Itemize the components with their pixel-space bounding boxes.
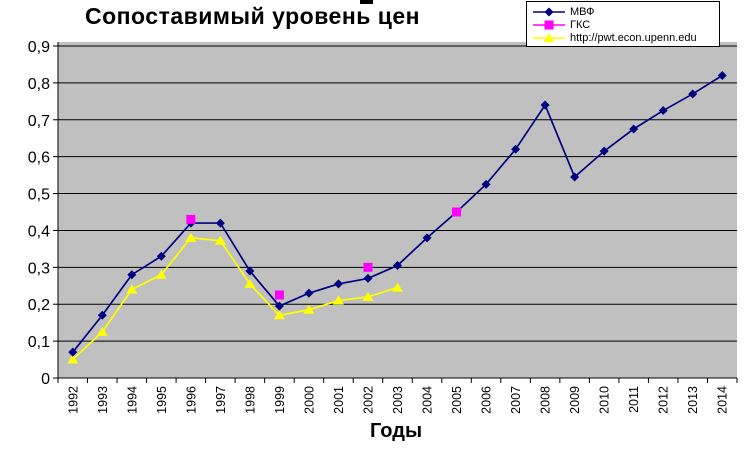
- y-tick-label: 0,9: [28, 39, 50, 56]
- x-tick-label: 2013: [686, 386, 700, 414]
- x-tick-label: 2008: [539, 386, 553, 414]
- data-point-pwt-triangle-marker-icon: [214, 235, 226, 245]
- legend: МВФ ГКС http://pwt.econ.upenn.edu: [526, 1, 720, 47]
- x-tick-label: 1995: [155, 386, 169, 414]
- legend-item-pwt: http://pwt.econ.upenn.edu: [532, 31, 714, 44]
- x-tick-label: 2006: [480, 386, 494, 414]
- legend-mvf-diamond-marker-icon: [544, 7, 554, 16]
- legend-label-mvf: МВФ: [570, 5, 595, 18]
- data-point-pwt-triangle-marker-icon: [67, 354, 79, 364]
- data-point-mvf-diamond-marker-icon: [570, 172, 580, 182]
- x-tick-label: 1999: [273, 386, 287, 414]
- data-point-mvf-diamond-marker-icon: [481, 179, 491, 189]
- legend-item-gks: ГКС: [532, 18, 714, 31]
- data-point-pwt-triangle-marker-icon: [244, 278, 256, 288]
- data-point-gks-square-marker-icon: [452, 207, 462, 217]
- data-point-mvf-diamond-marker-icon: [127, 270, 137, 280]
- y-tick-label: 0,6: [28, 150, 50, 167]
- x-tick-label: 2009: [568, 386, 582, 414]
- cropped-title-fragment: [360, 0, 373, 4]
- x-tick-label: 2014: [716, 386, 730, 414]
- data-point-pwt-triangle-marker-icon: [392, 282, 403, 292]
- data-point-pwt-triangle-marker-icon: [362, 291, 374, 301]
- x-tick-label: 2011: [627, 386, 641, 413]
- x-tick-label: 1996: [184, 386, 198, 414]
- legend-gks-square-marker-icon: [544, 20, 554, 29]
- x-tick-label: 2010: [598, 386, 612, 414]
- data-point-mvf-diamond-marker-icon: [393, 260, 402, 270]
- x-tick-label: 2000: [302, 386, 316, 414]
- data-point-mvf-diamond-marker-icon: [333, 279, 343, 289]
- plot-area: [58, 42, 737, 378]
- data-point-pwt-triangle-marker-icon: [185, 232, 197, 242]
- x-tick-label: 2004: [421, 386, 435, 414]
- data-point-pwt-triangle-marker-icon: [155, 269, 167, 279]
- data-point-mvf-diamond-marker-icon: [245, 266, 255, 276]
- data-point-pwt-triangle-marker-icon: [126, 284, 138, 294]
- data-point-gks-square-marker-icon: [274, 290, 284, 300]
- y-tick-label: 0,8: [28, 76, 50, 93]
- legend-label-gks: ГКС: [570, 18, 591, 31]
- legend-item-mvf: МВФ: [532, 5, 714, 18]
- y-tick-label: 0,1: [28, 334, 50, 351]
- data-point-mvf-diamond-marker-icon: [511, 144, 521, 154]
- x-tick-label: 1997: [214, 386, 228, 414]
- data-point-pwt-triangle-marker-icon: [303, 304, 315, 314]
- data-point-mvf-diamond-marker-icon: [599, 146, 609, 156]
- x-tick-label: 2005: [450, 386, 464, 414]
- data-point-mvf-diamond-marker-icon: [215, 218, 225, 228]
- x-tick-label: 1998: [243, 386, 257, 414]
- y-tick-label: 0,2: [28, 297, 50, 314]
- legend-label-pwt: http://pwt.econ.upenn.edu: [570, 31, 697, 44]
- data-point-mvf-diamond-marker-icon: [717, 71, 727, 81]
- data-point-mvf-diamond-marker-icon: [363, 273, 373, 283]
- x-tick-label: 2012: [657, 386, 671, 414]
- data-point-mvf-diamond-marker-icon: [156, 251, 166, 261]
- data-point-mvf-diamond-marker-icon: [540, 100, 550, 110]
- data-point-pwt-triangle-marker-icon: [96, 326, 108, 336]
- x-tick-label: 1994: [125, 386, 139, 414]
- legend-swatch-gks: [533, 20, 565, 29]
- data-point-mvf-diamond-marker-icon: [97, 310, 107, 320]
- x-tick-label: 2002: [361, 386, 375, 414]
- y-tick-label: 0,3: [28, 260, 50, 277]
- data-point-gks-square-marker-icon: [363, 262, 373, 272]
- data-point-pwt-triangle-marker-icon: [332, 295, 344, 305]
- data-point-mvf-diamond-marker-icon: [658, 106, 668, 116]
- y-tick-label: 0,5: [28, 187, 50, 204]
- y-tick-label: 0,4: [28, 223, 50, 240]
- series-line-pwt: [72, 236, 398, 361]
- x-tick-label: 2003: [391, 386, 405, 414]
- x-tick-label: 1993: [96, 386, 110, 414]
- data-point-mvf-diamond-marker-icon: [629, 124, 639, 134]
- data-point-mvf-diamond-marker-icon: [274, 301, 284, 311]
- data-point-pwt-triangle-marker-icon: [273, 310, 285, 320]
- legend-swatch-pwt: [533, 32, 565, 42]
- data-point-mvf-diamond-marker-icon: [688, 89, 698, 99]
- x-tick-label: 1992: [66, 386, 80, 414]
- legend-pwt-triangle-marker-icon: [543, 32, 555, 42]
- data-point-mvf-diamond-marker-icon: [422, 233, 432, 243]
- data-point-gks-square-marker-icon: [186, 214, 196, 224]
- y-tick-label: 0,7: [28, 113, 50, 130]
- legend-swatch-mvf: [533, 7, 565, 16]
- chart-title: Сопоставимый уровень цен: [85, 3, 421, 29]
- data-point-mvf-diamond-marker-icon: [68, 347, 78, 357]
- x-tick-label: 2007: [509, 386, 523, 414]
- data-point-mvf-diamond-marker-icon: [304, 288, 314, 298]
- y-tick-label: 0: [41, 371, 50, 388]
- x-axis-title: Годы: [369, 420, 423, 442]
- x-tick-label: 2001: [332, 386, 346, 414]
